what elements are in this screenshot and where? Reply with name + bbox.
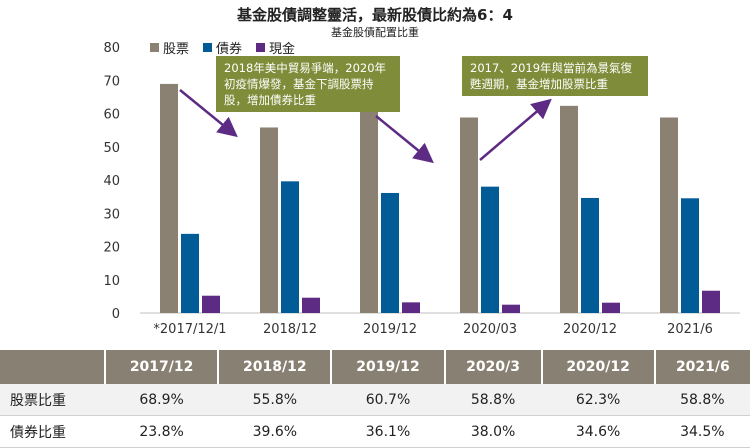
table-row: 債券比重 23.8% 39.6% 36.1% 38.0% 34.6% 34.5% [0,415,750,448]
x-tick-label: 2018/12 [263,322,317,337]
table-cell: 39.6% [218,415,332,448]
table-cell: 62.3% [541,384,655,416]
table-header-cell: 2019/12 [331,350,446,384]
bar-bond [281,181,299,313]
y-tick-label: 0 [112,307,120,322]
table-cell: 58.8% [654,384,750,416]
legend-swatch-cash [256,43,266,52]
bar-bond [381,192,399,313]
bar-cash [302,297,320,313]
table-cell: 38.0% [444,415,542,448]
legend-label-bond: 債券 [216,42,243,57]
arrow-down-2018 [179,89,238,138]
legend-item-stock: 股票 [150,38,189,57]
trend-arrows [179,89,552,164]
table-header-cell: 2020/12 [541,350,656,384]
legend-swatch-bond [203,43,213,52]
y-tick-label: 60 [103,108,120,123]
table-cell: 36.1% [331,415,445,448]
bar-cash [602,302,620,313]
y-axis: 0 10 20 30 40 50 60 70 80 [103,41,740,322]
legend-item-bond: 債券 [203,38,242,57]
x-axis: *2017/12/1 2018/12 2019/12 2020/03 2020/12 20… [153,322,712,337]
bar-bond [681,198,699,313]
chart-title: 基金股債調整靈活，最新股債比約為6：4 [237,6,513,24]
table-header-cell: 2017/12 [105,350,220,384]
arrow-up-recovery [479,98,552,161]
bar-stock [660,117,678,314]
table-cell: 23.8% [105,415,219,448]
bar-stock [160,83,178,313]
legend-item-cash: 現金 [256,38,295,57]
y-tick-label: 10 [103,274,120,289]
bar-cash [402,302,420,313]
chart-subtitle: 基金股債配置比重 [331,26,419,39]
table-row: 股票比重 68.9% 55.8% 60.7% 58.8% 62.3% 58.8% [0,384,750,416]
table-cell: 34.5% [654,415,750,448]
table-header-row: 2017/12 2018/12 2019/12 2020/3 2020/12 2… [0,350,750,384]
y-tick-label: 20 [103,241,120,256]
table-header-cell: 2018/12 [218,350,333,384]
bar-stock [360,111,378,313]
annotation-recovery: 2017、2019年與當前為景氣復甦週期，基金增加股票比重 [462,56,648,96]
allocation-table: 2017/12 2018/12 2019/12 2020/3 2020/12 2… [0,350,750,448]
legend-label-stock: 股票 [163,42,190,57]
row-label: 債券比重 [0,415,105,448]
bar-bond [581,197,599,313]
bar-stock [260,127,278,313]
legend: 股票 債券 現金 [150,38,295,57]
x-tick-label: 2019/12 [363,322,417,337]
table-cell: 60.7% [331,384,445,416]
table-header-cell [0,350,106,384]
y-tick-label: 30 [103,207,120,222]
bar-chart: 0 10 20 30 40 50 60 70 80 *2017/12/1 2018/12 2019/… [103,41,740,337]
x-tick-label: 2021/6 [667,322,713,337]
row-label: 股票比重 [0,384,105,416]
y-tick-label: 70 [103,74,120,89]
bar-bond [481,186,499,313]
table-cell: 55.8% [218,384,332,416]
x-tick-label: 2020/03 [463,322,517,337]
y-tick-label: 80 [103,41,120,56]
bar-cash [202,295,220,313]
table-header-cell: 2021/6 [654,350,750,384]
x-tick-label: *2017/12/1 [153,322,226,337]
arrow-down-2020 [375,115,434,164]
legend-label-cash: 現金 [269,42,296,57]
table-cell: 34.6% [541,415,655,448]
y-tick-label: 40 [103,174,120,189]
bar-stock [560,105,578,313]
table-cell: 58.8% [444,384,542,416]
legend-swatch-stock [150,43,159,52]
annotation-trade-war: 2018年美中貿易爭端，2020年初疫情爆發，基金下調股票持股，增加債券比重 [216,56,400,112]
bars [160,83,720,314]
table-cell: 68.9% [105,384,219,416]
bar-cash [502,304,520,313]
bar-bond [181,233,199,313]
y-tick-label: 50 [103,141,120,156]
table-header-cell: 2020/3 [444,350,543,384]
x-tick-label: 2020/12 [563,322,617,337]
bar-stock [460,117,478,314]
bar-cash [702,290,720,313]
